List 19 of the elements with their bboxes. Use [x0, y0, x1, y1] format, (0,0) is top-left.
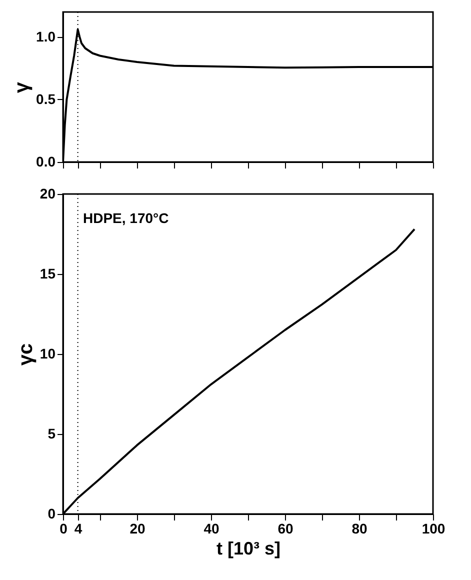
x-tick-label: 20	[130, 520, 146, 536]
y-tick-label: 0.0	[36, 154, 56, 170]
x-tick-label: 40	[204, 520, 220, 536]
x-tick-label: 60	[278, 520, 294, 536]
y-tick-label: 20	[40, 186, 56, 202]
x-tick-label: 100	[422, 520, 446, 536]
y-axis-title: γ	[11, 81, 34, 94]
x-tick-label: 80	[352, 520, 368, 536]
y-tick-label: 15	[40, 266, 56, 282]
y-tick-label: 1.0	[36, 28, 56, 44]
y-tick-label: 5	[48, 426, 56, 442]
y-tick-label: 10	[40, 346, 56, 362]
x-axis-title: t [10³ s]	[216, 538, 281, 558]
x-tick-label: 4	[74, 520, 82, 536]
y-tick-label: 0	[48, 506, 56, 522]
x-tick-label: 0	[60, 520, 68, 536]
annotation: HDPE, 170°C	[83, 210, 169, 226]
y-axis-title: γc	[14, 343, 37, 366]
y-tick-label: 0.5	[36, 91, 56, 107]
